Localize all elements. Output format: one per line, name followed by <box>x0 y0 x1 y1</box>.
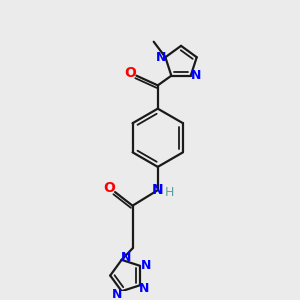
Text: H: H <box>165 186 174 199</box>
Text: N: N <box>141 259 151 272</box>
Text: N: N <box>190 69 201 82</box>
Text: N: N <box>139 282 149 295</box>
Text: N: N <box>152 183 164 197</box>
Text: N: N <box>156 51 167 64</box>
Text: N: N <box>121 251 132 264</box>
Text: O: O <box>125 66 136 80</box>
Text: N: N <box>112 288 122 300</box>
Text: O: O <box>103 181 115 195</box>
